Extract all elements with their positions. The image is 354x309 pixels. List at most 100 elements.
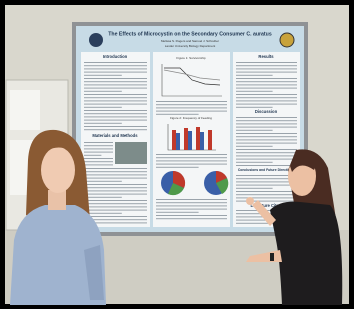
text-line — [236, 91, 273, 92]
text-line — [156, 101, 227, 102]
text-line — [84, 68, 147, 69]
text-line — [84, 203, 147, 204]
text-line — [84, 120, 147, 121]
text-line — [84, 110, 147, 111]
text-line — [84, 107, 122, 108]
text-line — [84, 174, 147, 175]
text-line — [84, 184, 147, 185]
section-heading: Conclusions and Future Directions — [238, 168, 294, 172]
page: {"poster": { "title": "The Effects of Mi… — [0, 0, 354, 309]
section-heading: Discussion — [255, 109, 278, 114]
text-line — [236, 97, 297, 98]
text-line — [236, 159, 297, 160]
text-line — [84, 161, 113, 162]
text-line — [84, 197, 122, 198]
text-line — [84, 148, 113, 149]
text-line — [236, 130, 273, 131]
text-line — [156, 218, 227, 219]
poster-photo — [115, 142, 147, 164]
text-line — [236, 143, 297, 144]
text-line — [84, 91, 122, 92]
logo — [89, 33, 103, 47]
text-line — [84, 210, 147, 211]
text-line — [84, 78, 147, 79]
text-line — [84, 206, 147, 207]
text-line — [156, 167, 199, 168]
side-paper — [10, 90, 40, 130]
text-line — [84, 142, 113, 143]
text-line — [236, 165, 297, 166]
text-line — [236, 107, 273, 108]
text-line — [236, 133, 297, 134]
text-line — [84, 94, 147, 95]
text-line — [156, 215, 227, 216]
text-line — [156, 209, 227, 210]
text-line — [236, 136, 297, 137]
text-line — [236, 100, 297, 101]
text-line — [156, 111, 227, 112]
text-line — [236, 117, 297, 118]
text-line — [236, 194, 297, 195]
text-line — [84, 164, 113, 165]
text-line — [156, 202, 227, 203]
text-line — [236, 178, 297, 179]
text-line — [84, 81, 147, 82]
text-line — [84, 62, 147, 63]
text-line — [236, 78, 297, 79]
poster-affiliation: Lander University Biology Department — [165, 44, 216, 48]
text-line — [84, 65, 147, 66]
text-line — [236, 104, 297, 105]
text-line — [84, 158, 113, 159]
text-line — [236, 223, 273, 224]
text-line — [84, 216, 147, 217]
text-line — [236, 139, 297, 140]
text-line — [236, 162, 273, 163]
text-line — [84, 171, 147, 172]
section-heading: Introduction — [103, 54, 128, 59]
text-line — [236, 191, 297, 192]
text-line — [236, 65, 297, 66]
text-line — [84, 178, 147, 179]
text-line — [236, 81, 297, 82]
text-line — [236, 181, 297, 182]
text-line — [236, 72, 297, 73]
text-line — [156, 157, 227, 158]
text-line — [84, 97, 147, 98]
text-line — [236, 127, 297, 128]
text-line — [84, 88, 147, 89]
figure-caption: Figure 2: Frequency of Feeding — [170, 116, 212, 120]
text-line — [84, 113, 147, 114]
text-line — [84, 129, 147, 130]
text-line — [236, 155, 297, 156]
text-line — [236, 75, 273, 76]
text-line — [84, 194, 147, 195]
poster-authors: Melissa S. Rogers and Samuel J. Schreibe… — [161, 39, 219, 43]
text-line — [236, 84, 297, 85]
figure-caption: Figure 1: Survivorship — [176, 56, 206, 60]
text-line — [84, 104, 147, 105]
text-line — [84, 72, 147, 73]
photo: The Effects of Microcystin on the Second… — [0, 0, 354, 309]
text-line — [84, 84, 147, 85]
text-line — [236, 201, 297, 202]
text-line — [84, 126, 147, 127]
text-line — [156, 104, 227, 105]
text-line — [236, 88, 297, 89]
text-line — [236, 123, 297, 124]
text-line — [156, 107, 227, 108]
text-line — [236, 120, 297, 121]
text-line — [236, 175, 297, 176]
text-line — [156, 212, 199, 213]
text-line — [84, 181, 122, 182]
section-heading: Results — [258, 54, 274, 59]
section-heading: Materials and Methods — [92, 133, 138, 138]
text-line — [84, 75, 122, 76]
text-line — [236, 152, 297, 153]
text-line — [156, 154, 227, 155]
text-line — [84, 168, 147, 169]
text-line — [84, 155, 101, 156]
text-line — [236, 188, 273, 189]
text-line — [156, 160, 227, 161]
text-line — [236, 68, 297, 69]
text-line — [84, 187, 147, 188]
